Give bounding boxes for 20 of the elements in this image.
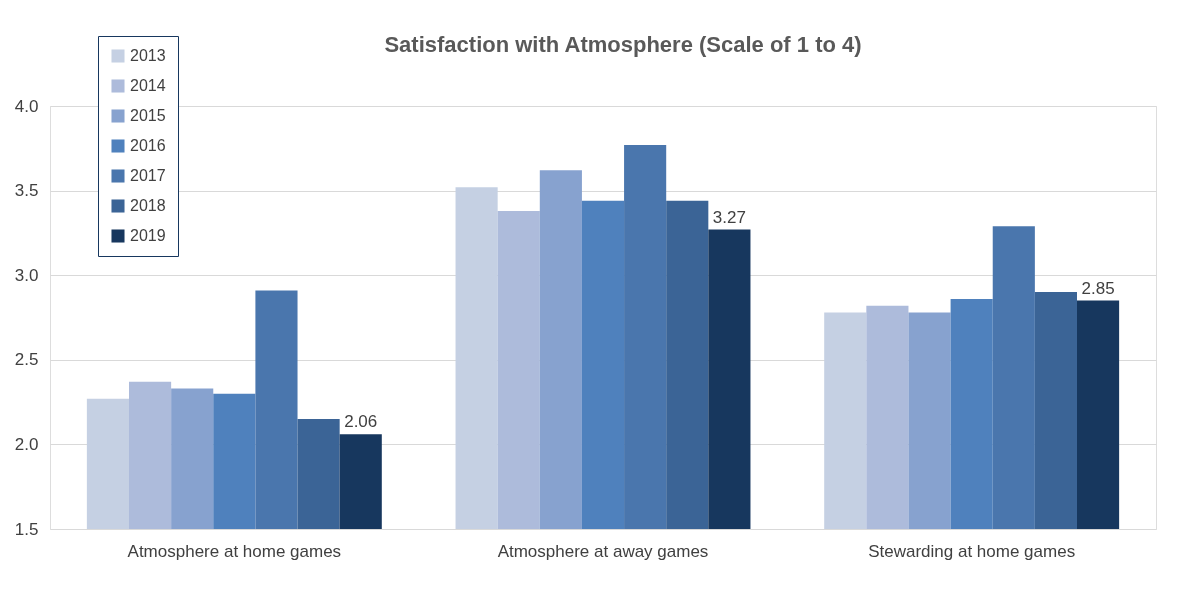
y-tick-label: 2.0 bbox=[14, 434, 39, 454]
data-label: 3.27 bbox=[712, 207, 746, 227]
x-tick-label: Stewarding at home games bbox=[868, 541, 1076, 561]
data-label: 2.06 bbox=[344, 412, 378, 432]
y-tick-label: 3.0 bbox=[14, 265, 39, 285]
y-tick-label: 4.0 bbox=[14, 96, 39, 116]
legend-label: 2014 bbox=[130, 77, 166, 94]
data-label: 2.85 bbox=[1081, 278, 1115, 298]
x-tick-label: Atmosphere at away games bbox=[497, 541, 709, 561]
legend-label: 2013 bbox=[130, 47, 166, 64]
y-tick-label: 1.5 bbox=[14, 519, 39, 539]
legend-label: 2015 bbox=[130, 107, 166, 124]
legend-label: 2017 bbox=[130, 167, 166, 184]
y-tick-label: 3.5 bbox=[14, 181, 39, 201]
x-tick-label: Atmosphere at home games bbox=[127, 541, 342, 561]
legend-label: 2016 bbox=[130, 137, 166, 154]
y-tick-label: 2.5 bbox=[14, 350, 39, 370]
legend-label: 2019 bbox=[130, 227, 166, 244]
legend-label: 2018 bbox=[130, 197, 166, 214]
chart-title: Satisfaction with Atmosphere (Scale of 1 to 4) bbox=[384, 32, 862, 57]
